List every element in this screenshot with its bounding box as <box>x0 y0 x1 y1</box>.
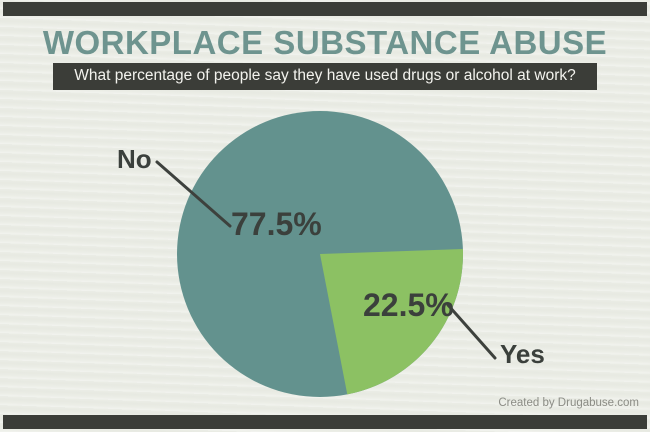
yes-slice-label: Yes <box>500 339 545 369</box>
subtitle-text: What percentage of people say they have … <box>53 63 597 90</box>
no-leader-line <box>155 160 232 228</box>
no-slice-label: No <box>117 144 152 174</box>
yes-leader-line <box>446 303 497 360</box>
top-accent-bar <box>3 2 647 16</box>
subtitle-banner: What percentage of people say they have … <box>0 63 650 90</box>
yes-slice-value: 22.5% <box>363 287 454 323</box>
no-slice-value: 77.5% <box>231 206 322 242</box>
credit-text: Created by Drugabuse.com <box>498 397 639 409</box>
pie-slice-yes <box>320 249 463 395</box>
page-title: WORKPLACE SUBSTANCE ABUSE <box>42 24 608 61</box>
bottom-accent-bar <box>3 415 647 429</box>
